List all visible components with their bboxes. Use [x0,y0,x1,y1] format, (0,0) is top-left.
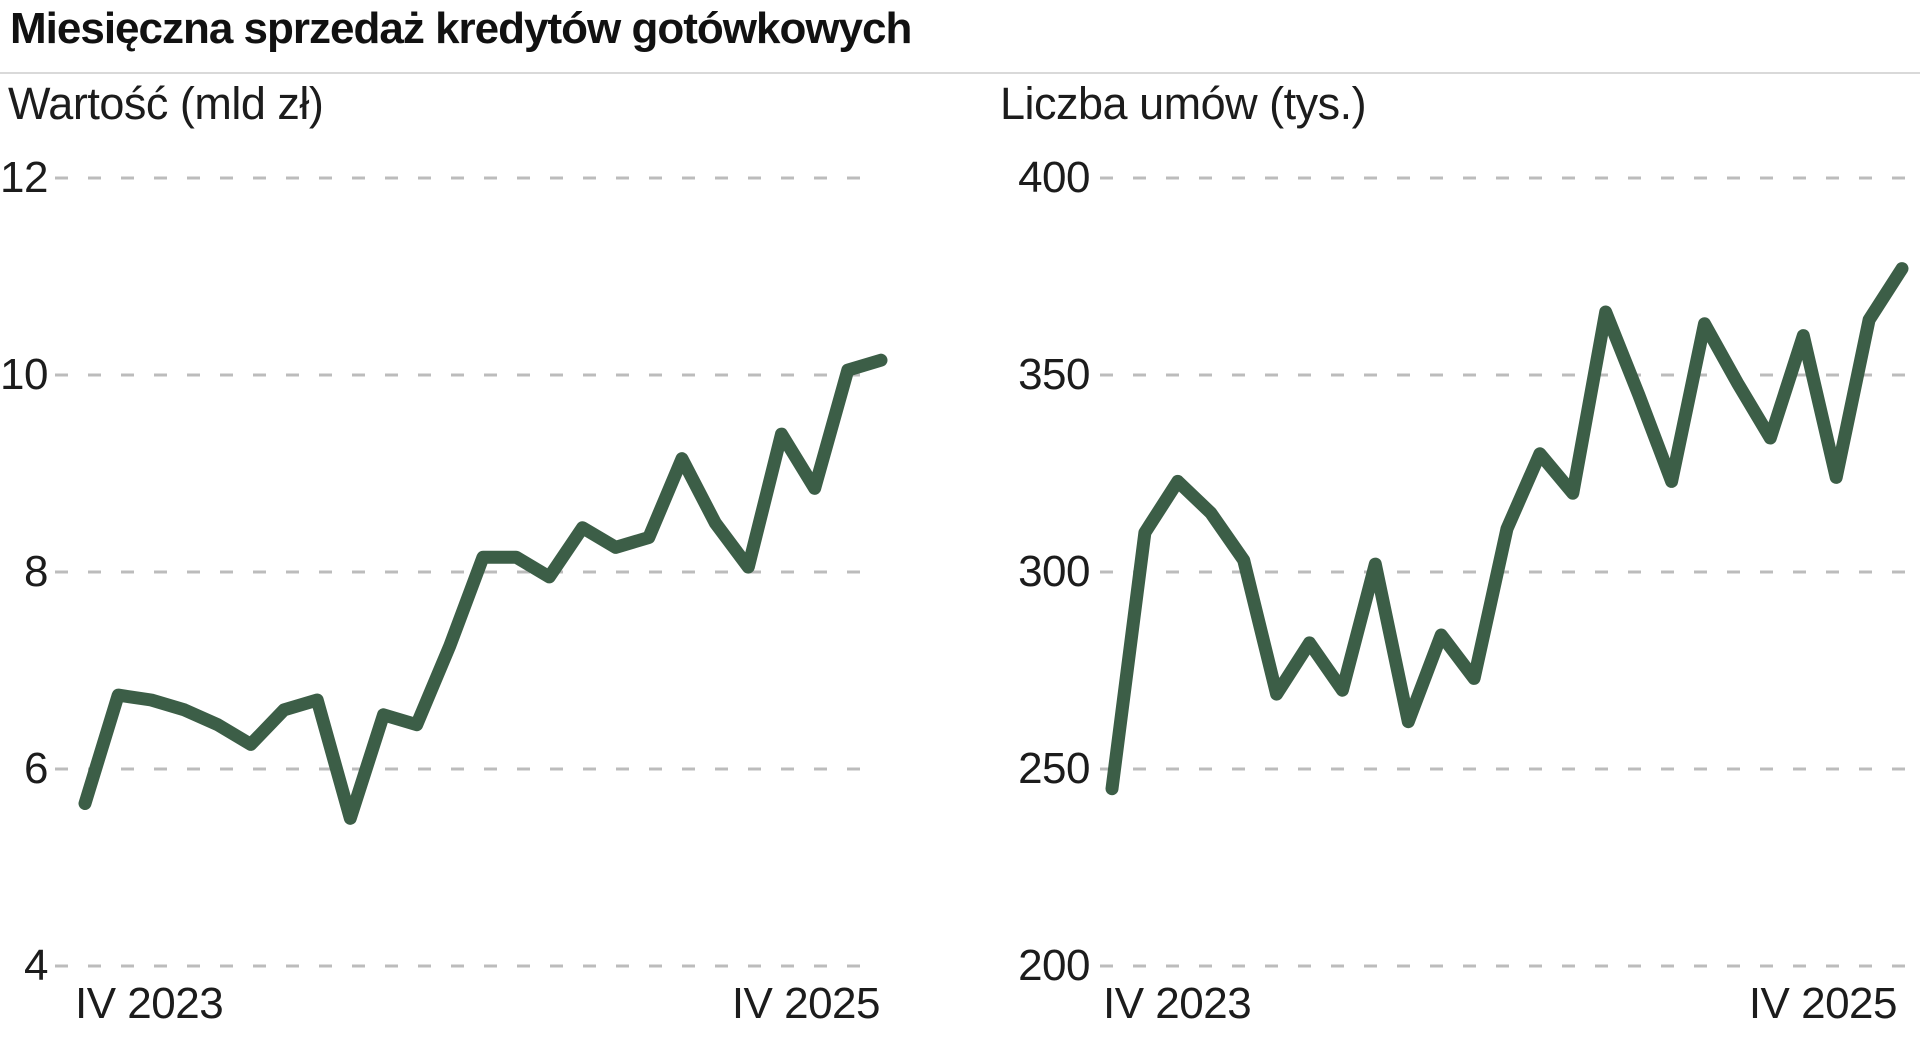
left-chart-subtitle: Wartość (mld zł) [8,78,324,129]
series-line [1105,262,1909,796]
y-tick-label: 8 [24,547,48,596]
x-tick-label-start: IV 2023 [75,979,224,1028]
y-tick-label: 10 [0,350,48,399]
title-divider-rule [0,72,1920,74]
Liczba umów (tys.) plot [1100,176,1910,968]
y-tick-label: 300 [1018,547,1090,596]
y-tick-label: 4 [24,941,48,990]
left-chart-x-axis-labels: IV 2023 IV 2025 [75,978,881,1030]
y-tick-label: 12 [0,153,48,202]
series-line [78,353,888,825]
y-tick-label: 250 [1018,744,1090,793]
left-chart-plot-area [55,150,890,1020]
y-tick-label: 350 [1018,350,1090,399]
page-title: Miesięczna sprzedaż kredytów gotówkowych [10,4,912,53]
Wartość (mld zł) plot [55,176,888,968]
x-tick-label-end: IV 2025 [731,979,881,1028]
right-chart-x-axis-labels: IV 2023 IV 2025 [1103,978,1898,1030]
right-chart-subtitle: Liczba umów (tys.) [1000,78,1367,129]
right-chart-plot-area [1100,150,1910,1020]
x-tick-label-start: IV 2023 [1103,979,1252,1028]
y-tick-label: 200 [1018,941,1090,990]
y-tick-label: 6 [24,744,48,793]
y-tick-label: 400 [1018,153,1090,202]
x-tick-label-end: IV 2025 [1748,979,1898,1028]
